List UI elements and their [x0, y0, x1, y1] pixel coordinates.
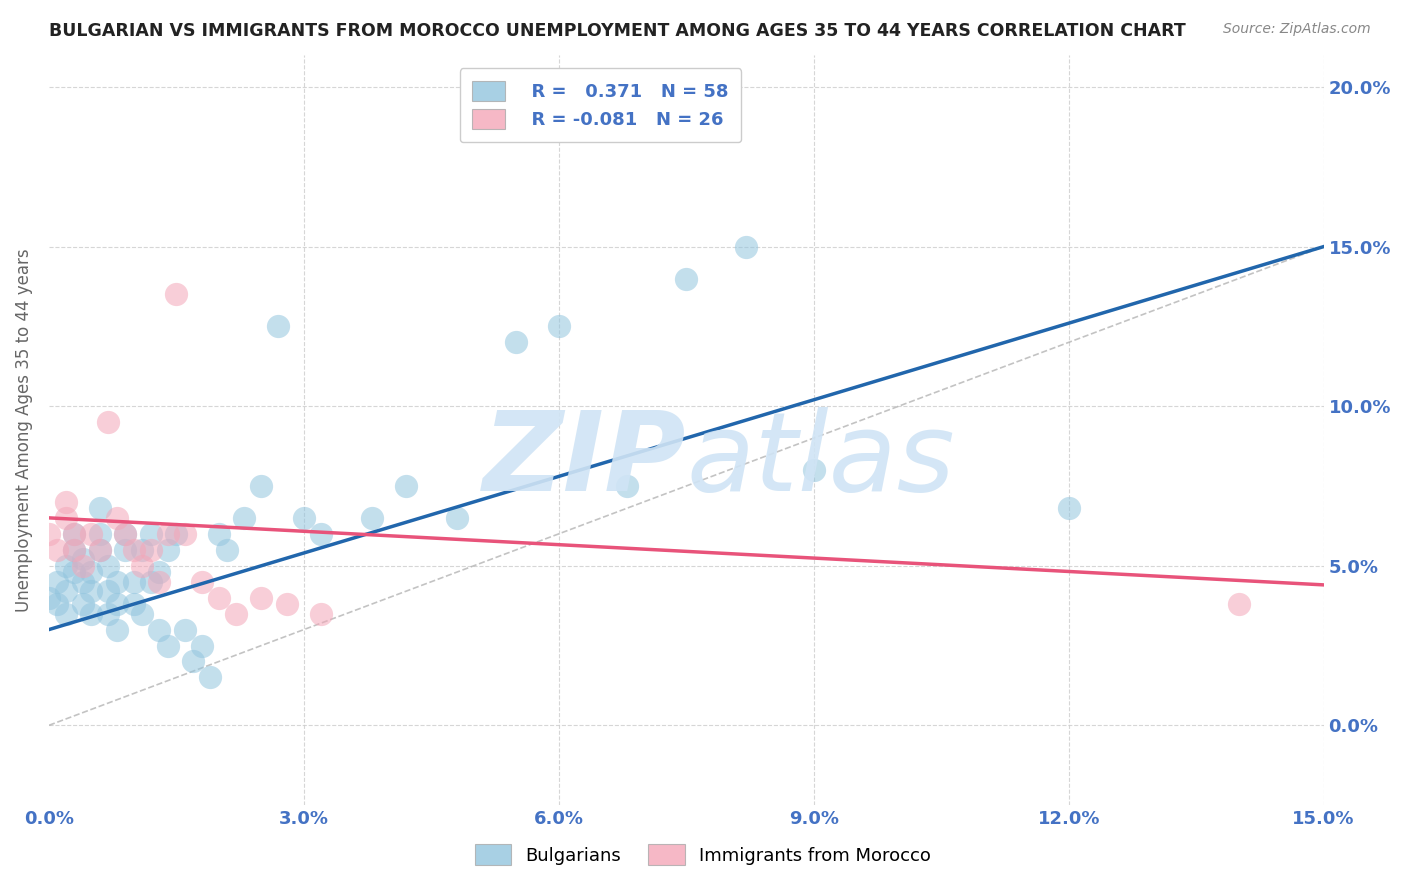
- Point: [105, 511, 128, 525]
- Point: [131, 542, 153, 557]
- Point: [105, 597, 128, 611]
- Point: [72, 558, 94, 573]
- Point: [55, 495, 77, 509]
- Point: [191, 574, 214, 589]
- Point: [505, 335, 527, 350]
- Legend:   R =   0.371   N = 58,   R = -0.081   N = 26: R = 0.371 N = 58, R = -0.081 N = 26: [460, 68, 741, 142]
- Point: [1227, 597, 1250, 611]
- Point: [1057, 501, 1080, 516]
- Point: [148, 565, 170, 579]
- Point: [267, 319, 290, 334]
- Point: [46, 574, 69, 589]
- Point: [46, 542, 69, 557]
- Point: [114, 526, 136, 541]
- Point: [97, 607, 120, 621]
- Point: [72, 597, 94, 611]
- Point: [309, 526, 332, 541]
- Point: [97, 558, 120, 573]
- Point: [292, 511, 315, 525]
- Point: [131, 607, 153, 621]
- Point: [97, 584, 120, 599]
- Point: [122, 542, 145, 557]
- Text: atlas: atlas: [686, 407, 955, 514]
- Text: BULGARIAN VS IMMIGRANTS FROM MOROCCO UNEMPLOYMENT AMONG AGES 35 TO 44 YEARS CORR: BULGARIAN VS IMMIGRANTS FROM MOROCCO UNE…: [49, 22, 1185, 40]
- Point: [233, 511, 256, 525]
- Y-axis label: Unemployment Among Ages 35 to 44 years: Unemployment Among Ages 35 to 44 years: [15, 248, 32, 612]
- Point: [156, 639, 179, 653]
- Point: [114, 526, 136, 541]
- Point: [165, 526, 187, 541]
- Point: [675, 271, 697, 285]
- Point: [183, 655, 205, 669]
- Legend: Bulgarians, Immigrants from Morocco: Bulgarians, Immigrants from Morocco: [468, 837, 938, 872]
- Point: [89, 526, 111, 541]
- Point: [97, 415, 120, 429]
- Point: [105, 623, 128, 637]
- Point: [174, 623, 197, 637]
- Point: [734, 239, 756, 253]
- Point: [131, 558, 153, 573]
- Point: [446, 511, 468, 525]
- Point: [55, 511, 77, 525]
- Point: [250, 479, 273, 493]
- Text: Source: ZipAtlas.com: Source: ZipAtlas.com: [1223, 22, 1371, 37]
- Point: [89, 501, 111, 516]
- Point: [395, 479, 418, 493]
- Point: [63, 565, 86, 579]
- Point: [148, 623, 170, 637]
- Point: [139, 574, 162, 589]
- Point: [148, 574, 170, 589]
- Point: [803, 463, 825, 477]
- Point: [156, 526, 179, 541]
- Point: [191, 639, 214, 653]
- Point: [139, 526, 162, 541]
- Point: [361, 511, 384, 525]
- Point: [114, 542, 136, 557]
- Point: [250, 591, 273, 605]
- Point: [616, 479, 638, 493]
- Point: [63, 526, 86, 541]
- Point: [200, 670, 222, 684]
- Point: [46, 597, 69, 611]
- Point: [72, 552, 94, 566]
- Point: [55, 607, 77, 621]
- Point: [208, 591, 231, 605]
- Point: [55, 584, 77, 599]
- Point: [55, 558, 77, 573]
- Point: [225, 607, 247, 621]
- Point: [63, 542, 86, 557]
- Point: [105, 574, 128, 589]
- Point: [80, 607, 103, 621]
- Point: [217, 542, 239, 557]
- Point: [72, 574, 94, 589]
- Text: ZIP: ZIP: [482, 407, 686, 514]
- Point: [80, 565, 103, 579]
- Point: [38, 591, 60, 605]
- Point: [80, 526, 103, 541]
- Point: [89, 542, 111, 557]
- Point: [80, 584, 103, 599]
- Point: [156, 542, 179, 557]
- Point: [63, 542, 86, 557]
- Point: [122, 597, 145, 611]
- Point: [276, 597, 298, 611]
- Point: [89, 542, 111, 557]
- Point: [174, 526, 197, 541]
- Point: [165, 287, 187, 301]
- Point: [122, 574, 145, 589]
- Point: [309, 607, 332, 621]
- Point: [547, 319, 569, 334]
- Point: [139, 542, 162, 557]
- Point: [63, 526, 86, 541]
- Point: [38, 526, 60, 541]
- Point: [208, 526, 231, 541]
